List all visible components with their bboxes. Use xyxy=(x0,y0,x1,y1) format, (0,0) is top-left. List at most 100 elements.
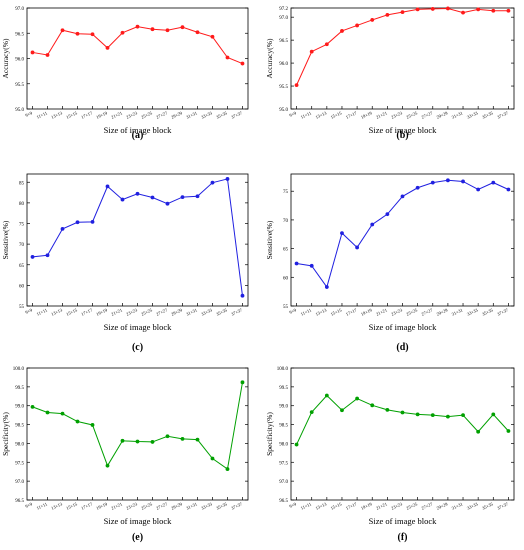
x-tick-label: 17×17 xyxy=(80,110,93,120)
x-tick-label: 25×25 xyxy=(405,110,418,120)
data-point xyxy=(415,185,420,190)
x-tick-label: 21×21 xyxy=(110,110,123,119)
data-point xyxy=(491,8,496,13)
y-tick-label: 70 xyxy=(283,219,289,224)
x-tick-label: 19×19 xyxy=(95,307,108,317)
x-tick-label: 23×23 xyxy=(390,110,403,120)
x-tick-label: 23×23 xyxy=(390,307,403,317)
data-point xyxy=(506,187,511,192)
y-tick-label: 95.0 xyxy=(15,108,24,113)
data-point xyxy=(45,53,50,57)
y-tick-label: 97.2 xyxy=(279,7,288,12)
x-tick-label: 27×27 xyxy=(155,501,168,511)
y-axis-label: Specificity(%) xyxy=(265,412,274,456)
data-point xyxy=(135,24,140,29)
data-point xyxy=(324,393,329,398)
data-point xyxy=(165,434,170,439)
x-axis-label: Size of image block xyxy=(369,125,437,135)
x-tick-label: 15×15 xyxy=(65,307,78,317)
x-tick-label: 15×15 xyxy=(65,501,78,511)
data-point xyxy=(370,18,375,22)
x-tick-label: 25×25 xyxy=(140,110,153,120)
x-tick-label: 11×11 xyxy=(300,307,312,316)
y-tick-label: 99.0 xyxy=(15,405,24,410)
x-tick-label: 9×9 xyxy=(288,501,297,509)
x-tick-label: 29×29 xyxy=(170,307,183,317)
x-tick-label: 27×27 xyxy=(421,501,434,511)
x-tick-label: 19×19 xyxy=(360,501,373,511)
chart-panel-a: 95.0 95.5 96.0 96.5 97.0 9×9 11×11 13×13 15×15 17… xyxy=(1,7,249,141)
x-tick-label: 11×11 xyxy=(36,110,48,119)
x-tick-label: 19×19 xyxy=(360,307,373,317)
x-axis-label: Size of image block xyxy=(369,322,437,332)
data-point xyxy=(30,50,35,55)
x-tick-label: 9×9 xyxy=(288,307,297,315)
x-tick-label: 23×23 xyxy=(390,501,403,511)
x-tick-label: 21×21 xyxy=(110,307,123,316)
data-point xyxy=(461,10,465,15)
data-point xyxy=(195,437,200,442)
y-tick-label: 70 xyxy=(19,243,25,248)
data-point xyxy=(309,263,314,268)
x-tick-label: 23×23 xyxy=(125,501,138,511)
x-tick-label: 37×37 xyxy=(496,110,509,120)
x-tick-label: 19×19 xyxy=(95,501,108,511)
series-line xyxy=(32,26,243,65)
data-point xyxy=(60,226,65,231)
x-tick-label: 9×9 xyxy=(24,501,33,509)
data-point xyxy=(75,220,80,225)
x-tick-label: 33×33 xyxy=(200,110,213,120)
y-tick-label: 97.0 xyxy=(279,480,288,485)
data-point xyxy=(445,6,450,11)
y-tick-label: 99.0 xyxy=(279,405,288,410)
x-tick-label: 15×15 xyxy=(330,501,343,511)
y-axis-label: Sensitive(%) xyxy=(265,220,274,259)
x-tick-label: 31×31 xyxy=(185,307,198,316)
data-point xyxy=(324,285,329,289)
y-tick-label: 96.0 xyxy=(15,58,24,63)
x-tick-label: 35×35 xyxy=(215,501,228,511)
data-point xyxy=(385,407,390,412)
data-point xyxy=(385,212,390,217)
data-point xyxy=(150,27,155,32)
data-point xyxy=(355,23,360,28)
x-tick-label: 15×15 xyxy=(330,307,343,317)
y-tick-label: 95.0 xyxy=(279,108,288,113)
x-tick-label: 31×31 xyxy=(451,110,464,119)
x-tick-label: 31×31 xyxy=(451,307,464,316)
y-tick-label: 95.5 xyxy=(279,85,288,90)
chart-panel-c: 55 60 65 70 75 80 85 9×9 11×11 13×13 15×15 17×17 19×… xyxy=(1,173,249,353)
x-tick-label: 29×29 xyxy=(170,110,183,120)
y-tick-label: 65 xyxy=(283,248,289,253)
x-tick-label: 31×31 xyxy=(451,501,464,510)
data-point xyxy=(430,180,435,185)
x-tick-label: 25×25 xyxy=(140,307,153,317)
data-point xyxy=(105,45,110,50)
y-axis-label: Sensitive(%) xyxy=(1,220,10,259)
y-tick-label: 97.5 xyxy=(279,461,288,466)
x-axis-label: Size of image block xyxy=(104,516,172,526)
data-point xyxy=(370,222,375,227)
x-tick-label: 21×21 xyxy=(375,110,388,119)
y-tick-label: 99.5 xyxy=(15,386,24,391)
x-tick-label: 27×27 xyxy=(155,110,168,120)
x-tick-label: 13×13 xyxy=(315,110,328,120)
data-point xyxy=(105,184,110,189)
chart-panel-d: 55 60 65 70 75 9×9 11×11 13×13 15×15 17×17 19×19 21… xyxy=(265,173,515,353)
plot-frame xyxy=(290,367,515,501)
plot-frame xyxy=(290,173,515,307)
x-tick-label: 13×13 xyxy=(315,501,328,511)
data-point xyxy=(195,194,200,199)
x-tick-label: 15×15 xyxy=(65,110,78,120)
data-point xyxy=(430,413,435,418)
x-tick-label: 19×19 xyxy=(95,110,108,120)
x-tick-label: 33×33 xyxy=(200,501,213,511)
x-tick-label: 21×21 xyxy=(375,501,388,510)
data-point xyxy=(309,410,314,415)
y-tick-label: 65 xyxy=(19,264,25,269)
data-point xyxy=(491,412,496,417)
data-point xyxy=(75,419,80,424)
y-tick-label: 60 xyxy=(283,276,289,281)
x-tick-label: 35×35 xyxy=(215,110,228,120)
data-point xyxy=(370,403,375,408)
